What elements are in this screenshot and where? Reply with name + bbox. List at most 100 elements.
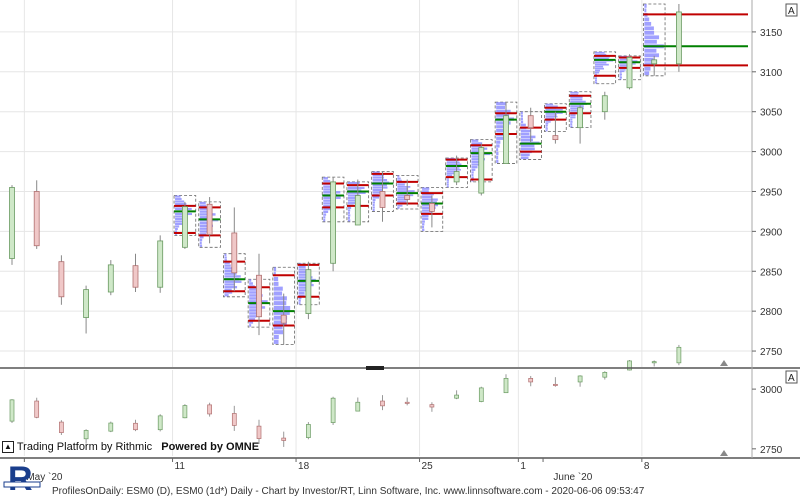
panel-badge-label: A: [788, 6, 795, 17]
profile-bar: [545, 114, 557, 116]
profile-bar: [496, 159, 499, 163]
price-tick-label: 3000: [760, 148, 783, 159]
up-arrow-icon[interactable]: ▲: [2, 441, 14, 454]
candle-body: [428, 203, 435, 212]
profile-bar: [446, 167, 460, 169]
profile-bar: [273, 315, 288, 320]
profile-bar: [570, 109, 580, 112]
profile-bar: [496, 144, 500, 148]
profile-bar: [644, 35, 660, 40]
profile-bar: [273, 301, 287, 306]
candle-body: [503, 115, 509, 164]
profile-bar: [249, 312, 260, 315]
price-tick-label: 2850: [760, 267, 783, 278]
date-label: 1: [520, 461, 526, 472]
mini-candle-body: [306, 424, 311, 438]
profile-bar: [199, 233, 207, 236]
profile-bar: [471, 150, 485, 153]
candle-body: [404, 195, 411, 200]
profile-box: [470, 139, 493, 183]
mini-candle-body: [182, 405, 188, 419]
mini-candle-body: [281, 437, 287, 441]
profile-bar: [372, 203, 375, 207]
profile-bar: [594, 77, 598, 80]
profile-bar: [323, 213, 327, 216]
profile-bar: [224, 253, 227, 256]
profile-bar: [224, 275, 241, 278]
profile-bar: [175, 222, 183, 226]
profile-bar: [273, 272, 276, 277]
profile-bar: [397, 175, 400, 178]
profile-bar: [422, 228, 425, 231]
profile-bar: [249, 291, 258, 294]
profile-bar: [545, 117, 555, 120]
profile-bar: [224, 256, 227, 259]
price-tick-label: 2750: [760, 347, 783, 358]
profile-bar: [273, 267, 277, 272]
profile-bar: [273, 325, 283, 330]
mini-candle-body: [651, 361, 657, 364]
profile-bar: [496, 136, 505, 140]
profile-bar: [175, 230, 178, 233]
mini-candle-body: [454, 394, 459, 399]
profile-bar: [619, 70, 625, 73]
mini-candle-body: [553, 383, 558, 386]
profile-bar: [323, 185, 336, 188]
profile-bar: [199, 241, 202, 245]
profile-bar: [273, 276, 279, 282]
lower-price-tick-label: 3000: [760, 385, 783, 396]
profile-bar: [594, 79, 597, 82]
profile-bar: [298, 294, 305, 297]
profile-bar: [619, 58, 631, 61]
profile-bar: [619, 75, 622, 77]
profile-bar: [347, 191, 366, 194]
profile-bar: [446, 174, 453, 177]
panel-badge: [785, 370, 798, 384]
profile-bar: [199, 224, 213, 228]
profile-bar: [619, 64, 631, 67]
mini-candle-body: [404, 401, 410, 404]
profile-bar: [273, 320, 287, 325]
candle-body: [330, 181, 337, 264]
profile-bar: [570, 118, 573, 121]
profile-bar: [446, 172, 457, 175]
profile-bar: [298, 271, 310, 274]
mini-candle-body: [330, 397, 336, 423]
profile-bar: [594, 63, 609, 66]
candle-body: [107, 264, 114, 293]
profile-bar: [199, 204, 207, 208]
profile-bar: [619, 76, 623, 79]
profile-bar: [471, 155, 484, 158]
profile-bar: [619, 69, 626, 71]
profile-bar: [594, 61, 607, 64]
profile-bar: [323, 202, 336, 205]
profile-bar: [422, 225, 425, 229]
profile-bar: [347, 214, 351, 217]
profile-bar: [446, 163, 462, 166]
profile-bar: [594, 69, 600, 72]
profile-bar: [175, 197, 182, 201]
profile-bar: [594, 73, 597, 76]
profile-bar: [323, 199, 335, 202]
profile-bar: [520, 120, 524, 124]
profile-bar: [249, 324, 252, 327]
profile-bar: [446, 181, 449, 184]
mini-candle-body: [256, 425, 262, 439]
profile-bar: [372, 208, 375, 212]
profile-bar: [520, 111, 523, 115]
candle-body: [33, 191, 40, 247]
candles: [9, 3, 682, 345]
profile-bar: [397, 188, 409, 190]
profile-bar: [298, 296, 302, 300]
profile-bar: [422, 209, 433, 212]
splitter-handle: [366, 366, 384, 370]
mini-candle-body: [133, 422, 138, 431]
candle-body: [132, 265, 139, 288]
profile-bar: [644, 48, 657, 53]
profile-bar: [545, 129, 548, 132]
profile-bar: [323, 205, 332, 208]
profile-bar: [273, 330, 284, 335]
profile-bar: [545, 112, 563, 114]
profile-bar: [496, 152, 499, 156]
profile-bar: [273, 305, 291, 311]
